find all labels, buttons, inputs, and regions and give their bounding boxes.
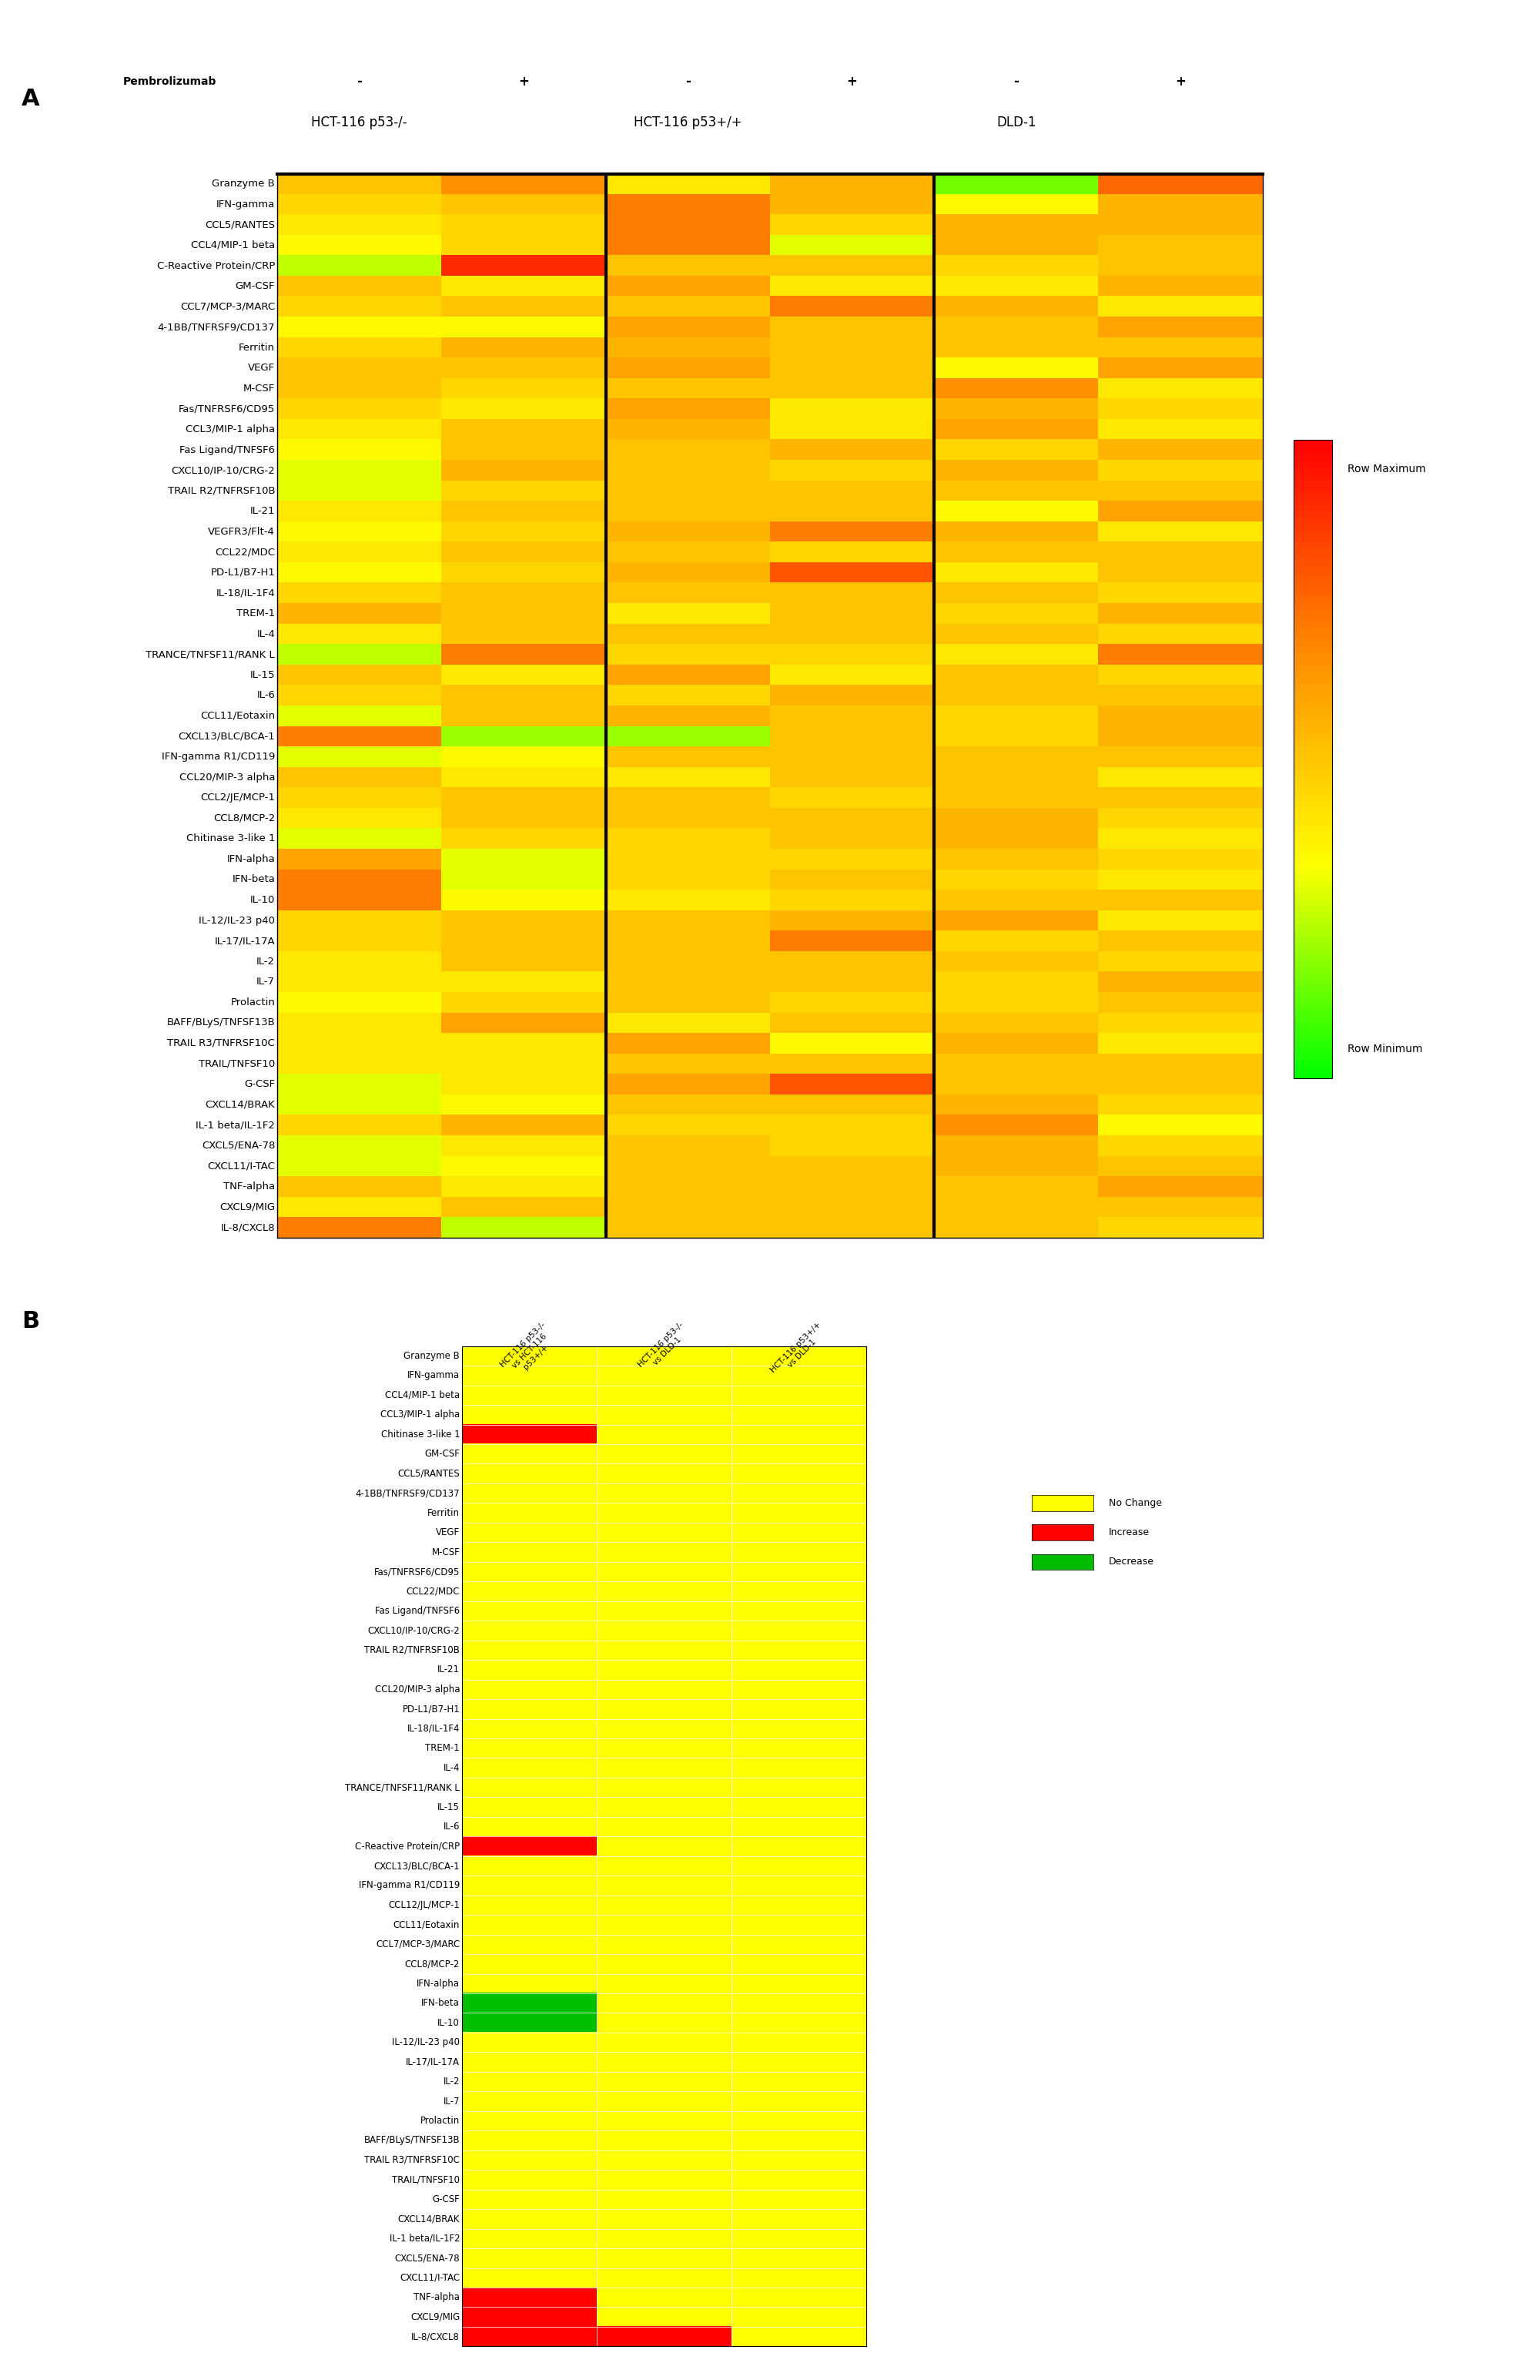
- Text: Decrease: Decrease: [1109, 1557, 1155, 1566]
- Text: +: +: [519, 74, 528, 88]
- Text: A: A: [22, 88, 40, 109]
- Text: Increase: Increase: [1109, 1528, 1150, 1537]
- Text: Pembrolizumab: Pembrolizumab: [123, 76, 217, 88]
- Text: -: -: [357, 74, 362, 88]
- Text: -: -: [1013, 74, 1019, 88]
- Text: HCT-116 p53+/+: HCT-116 p53+/+: [634, 117, 742, 129]
- Text: B: B: [22, 1311, 40, 1333]
- Text: -: -: [685, 74, 690, 88]
- Text: HCT-116 p53-/-
vs HCT-116
p53+/+: HCT-116 p53-/- vs HCT-116 p53+/+: [499, 1321, 559, 1380]
- Text: +: +: [1175, 74, 1186, 88]
- Text: HCT-116 p53-/-: HCT-116 p53-/-: [311, 117, 407, 129]
- Text: HCT-116 p53+/+
vs DLD-1: HCT-116 p53+/+ vs DLD-1: [768, 1321, 829, 1380]
- Text: DLD-1: DLD-1: [996, 117, 1036, 129]
- Text: Row Maximum: Row Maximum: [1348, 464, 1426, 474]
- Text: +: +: [847, 74, 858, 88]
- Text: No Change: No Change: [1109, 1497, 1163, 1509]
- Text: HCT-116 p53-/-
vs DLD-1: HCT-116 p53-/- vs DLD-1: [638, 1321, 691, 1376]
- Text: Row Minimum: Row Minimum: [1348, 1042, 1423, 1054]
